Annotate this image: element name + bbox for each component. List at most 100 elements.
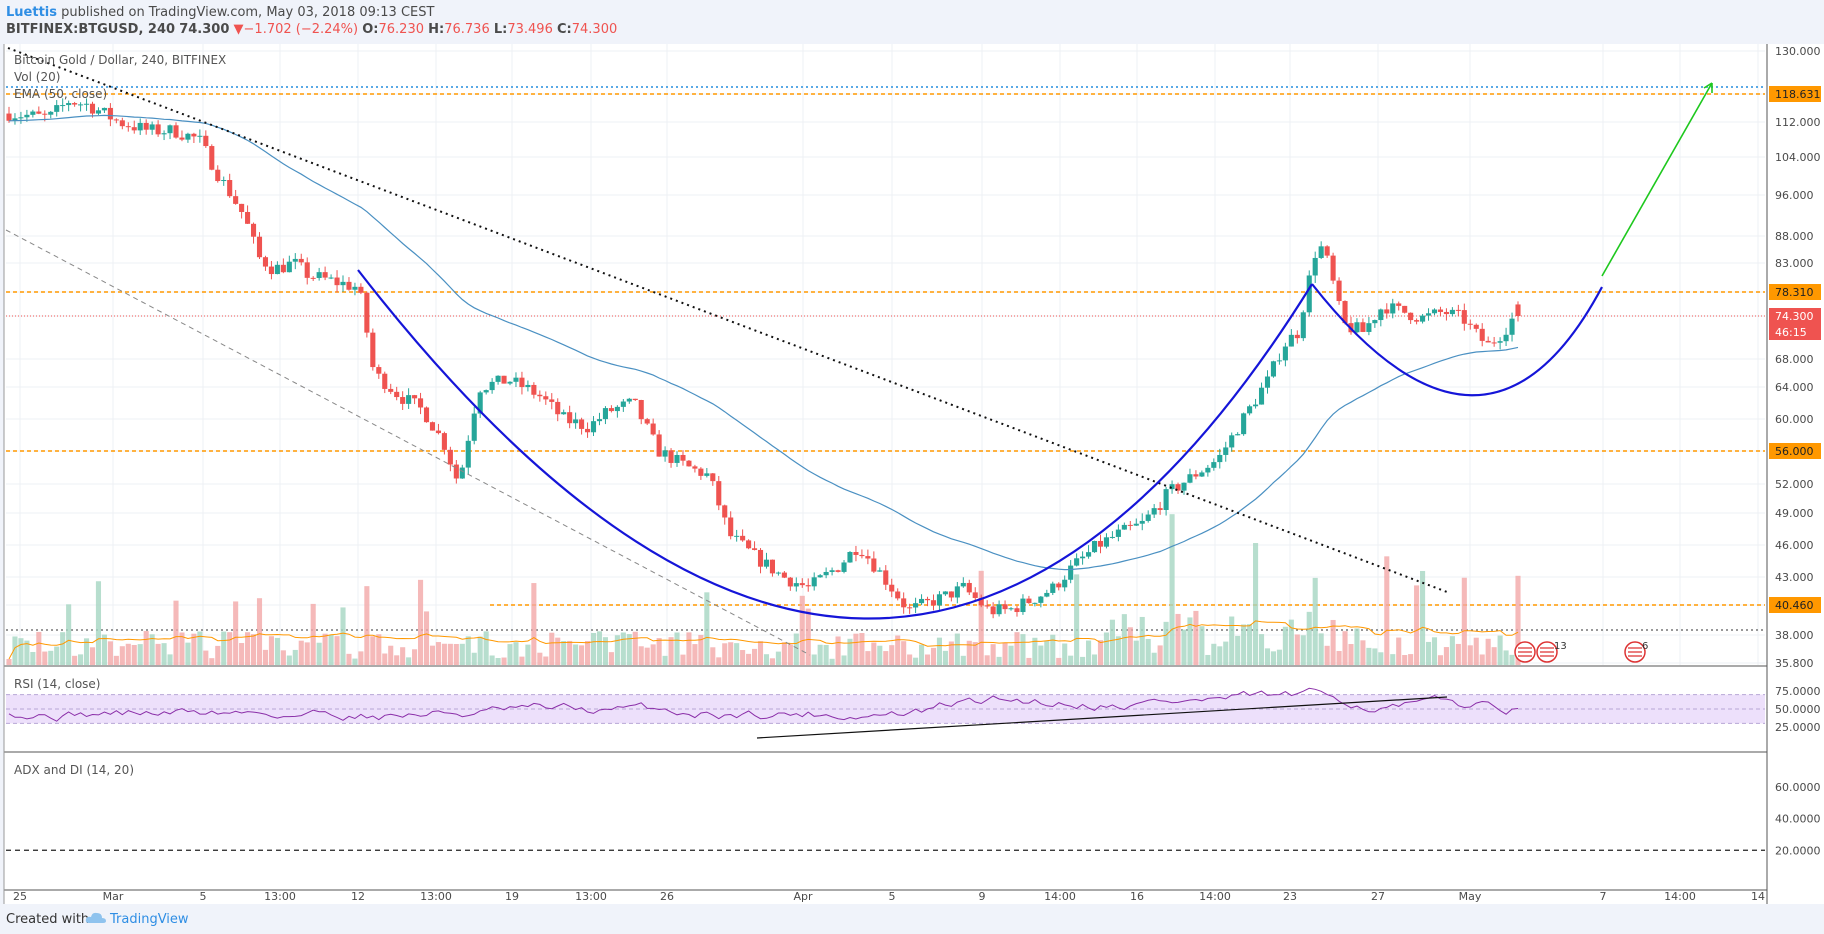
candle-body xyxy=(286,261,292,273)
candle-body xyxy=(340,281,346,286)
ema-label: EMA (50, close) xyxy=(14,87,107,101)
candle-body xyxy=(209,146,215,170)
tradingview-brand[interactable]: TradingView xyxy=(110,912,189,927)
candle-body xyxy=(596,419,603,422)
volume-bar xyxy=(447,643,453,665)
candle-body xyxy=(233,196,239,204)
candle-body xyxy=(948,591,954,598)
candle-body xyxy=(728,517,734,537)
volume-bar xyxy=(423,611,430,665)
candle-body xyxy=(901,598,907,608)
candle-body xyxy=(787,577,793,587)
ema-line xyxy=(8,114,1519,571)
flag-stripes-icon xyxy=(1518,647,1532,657)
volume-bar xyxy=(1181,629,1187,665)
volume-bar xyxy=(805,608,811,665)
downtrend-line xyxy=(7,47,1448,593)
volume-bar xyxy=(1288,619,1294,665)
volume-bar xyxy=(1014,632,1020,665)
volume-bar xyxy=(1294,634,1300,665)
candle-body xyxy=(847,552,853,563)
candle-body xyxy=(1431,309,1438,314)
candle-body xyxy=(1276,360,1282,362)
candle-body xyxy=(1241,413,1247,435)
candle-body xyxy=(1402,305,1408,313)
volume-bar xyxy=(406,657,412,665)
volume-bar xyxy=(346,653,352,665)
volume-bar xyxy=(36,631,42,665)
volume-bar xyxy=(137,644,143,665)
candle-body xyxy=(95,110,102,114)
candle-body xyxy=(883,570,889,585)
candle-body xyxy=(6,113,12,121)
volume-bar xyxy=(370,636,376,665)
volume-bar xyxy=(221,631,227,665)
volume-bar xyxy=(1509,654,1515,665)
candle-body xyxy=(573,419,579,424)
candle-body xyxy=(1306,275,1312,313)
candle-body xyxy=(1294,334,1300,339)
volume-bar xyxy=(513,642,519,665)
candle-body xyxy=(1044,592,1050,597)
volume-bar xyxy=(1115,636,1121,665)
volume-bar xyxy=(525,644,531,665)
candle-body xyxy=(716,481,722,506)
volume-bar xyxy=(298,640,304,665)
price-tick: 88.000 xyxy=(1775,230,1814,243)
volume-bar xyxy=(364,586,370,665)
candle-body xyxy=(835,570,841,572)
volume-bar xyxy=(996,656,1002,665)
candle-body xyxy=(710,473,716,482)
candle-body xyxy=(161,133,167,135)
candle-body xyxy=(370,332,376,368)
chart-canvas[interactable]: 13 6 130.000 118.631 112.000 104.000 96.000 88… xyxy=(0,0,1824,904)
volume-bar xyxy=(1223,641,1229,665)
candle-body xyxy=(1443,311,1449,315)
volume-bar xyxy=(656,638,662,665)
author-link[interactable]: Luettis xyxy=(6,5,57,20)
candle-body xyxy=(1414,320,1420,322)
candle-body xyxy=(447,449,453,465)
volume-bar xyxy=(441,643,447,665)
candle-body xyxy=(805,585,811,587)
volume-bar xyxy=(829,658,835,665)
volume-bar xyxy=(1318,633,1324,665)
candle-body xyxy=(662,450,668,457)
volume-bar xyxy=(1485,638,1491,665)
volume-bar xyxy=(1455,643,1461,665)
candle-body xyxy=(358,286,364,293)
volume-bar xyxy=(584,641,591,665)
candle-body xyxy=(119,120,125,127)
volume-bar xyxy=(757,641,764,665)
volume-bar xyxy=(233,601,239,665)
candle-body xyxy=(322,272,328,278)
volume-bar xyxy=(1396,637,1402,665)
candle-body xyxy=(1199,472,1205,477)
volume-bar xyxy=(66,604,72,665)
candle-body xyxy=(197,135,203,137)
handle-curve xyxy=(1311,283,1603,397)
volume-bar xyxy=(1276,649,1282,665)
volume-bar xyxy=(638,646,644,665)
candle-body xyxy=(960,582,966,587)
tradingview-cloud-icon xyxy=(85,912,106,923)
volume-bar xyxy=(817,644,823,665)
candle-body xyxy=(1187,474,1193,483)
candle-body xyxy=(1020,598,1026,613)
candle-body xyxy=(280,264,286,273)
volume-bar xyxy=(763,654,770,665)
volume-bar xyxy=(453,643,459,665)
volume-bar xyxy=(853,633,859,665)
candle-body xyxy=(54,105,60,112)
volume-bar xyxy=(769,658,775,665)
volume-bar xyxy=(710,647,716,665)
time-tick: 14:00 xyxy=(1044,890,1076,903)
volume-bar xyxy=(155,643,161,665)
candle-body xyxy=(1396,303,1402,306)
candle-body xyxy=(1330,255,1336,281)
volume-bar xyxy=(1503,650,1509,665)
candle-body xyxy=(519,377,525,388)
candle-body xyxy=(1133,523,1139,526)
symbol-name[interactable]: BITFINEX:BTGUSD, 240 xyxy=(6,22,176,37)
volume-bar xyxy=(1306,611,1312,665)
